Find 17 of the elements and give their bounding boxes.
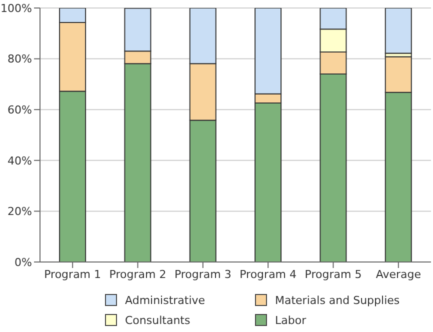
y-tick-label: 100%: [0, 2, 32, 15]
y-tick-label: 60%: [8, 104, 32, 117]
legend-label: Materials and Supplies: [275, 294, 400, 306]
x-tick-label: Program 1: [44, 268, 102, 281]
y-tick-label: 0%: [14, 256, 32, 269]
y-tick-label: 80%: [8, 52, 32, 66]
x-tick-label: Average: [376, 268, 422, 281]
bar: [384, 8, 412, 54]
x-tick-label: Program 4: [240, 268, 297, 281]
x-tick-label: Program 3: [174, 268, 232, 281]
x-tick-label: Program 5: [304, 268, 362, 281]
legend-label: Administrative: [125, 294, 206, 306]
legend-label: Labor: [275, 314, 306, 326]
legend-label: Consultants: [125, 314, 190, 326]
x-tick-label: Program 2: [109, 268, 166, 281]
y-tick-label: 20%: [8, 205, 32, 218]
y-tick-label: 40%: [8, 154, 32, 168]
